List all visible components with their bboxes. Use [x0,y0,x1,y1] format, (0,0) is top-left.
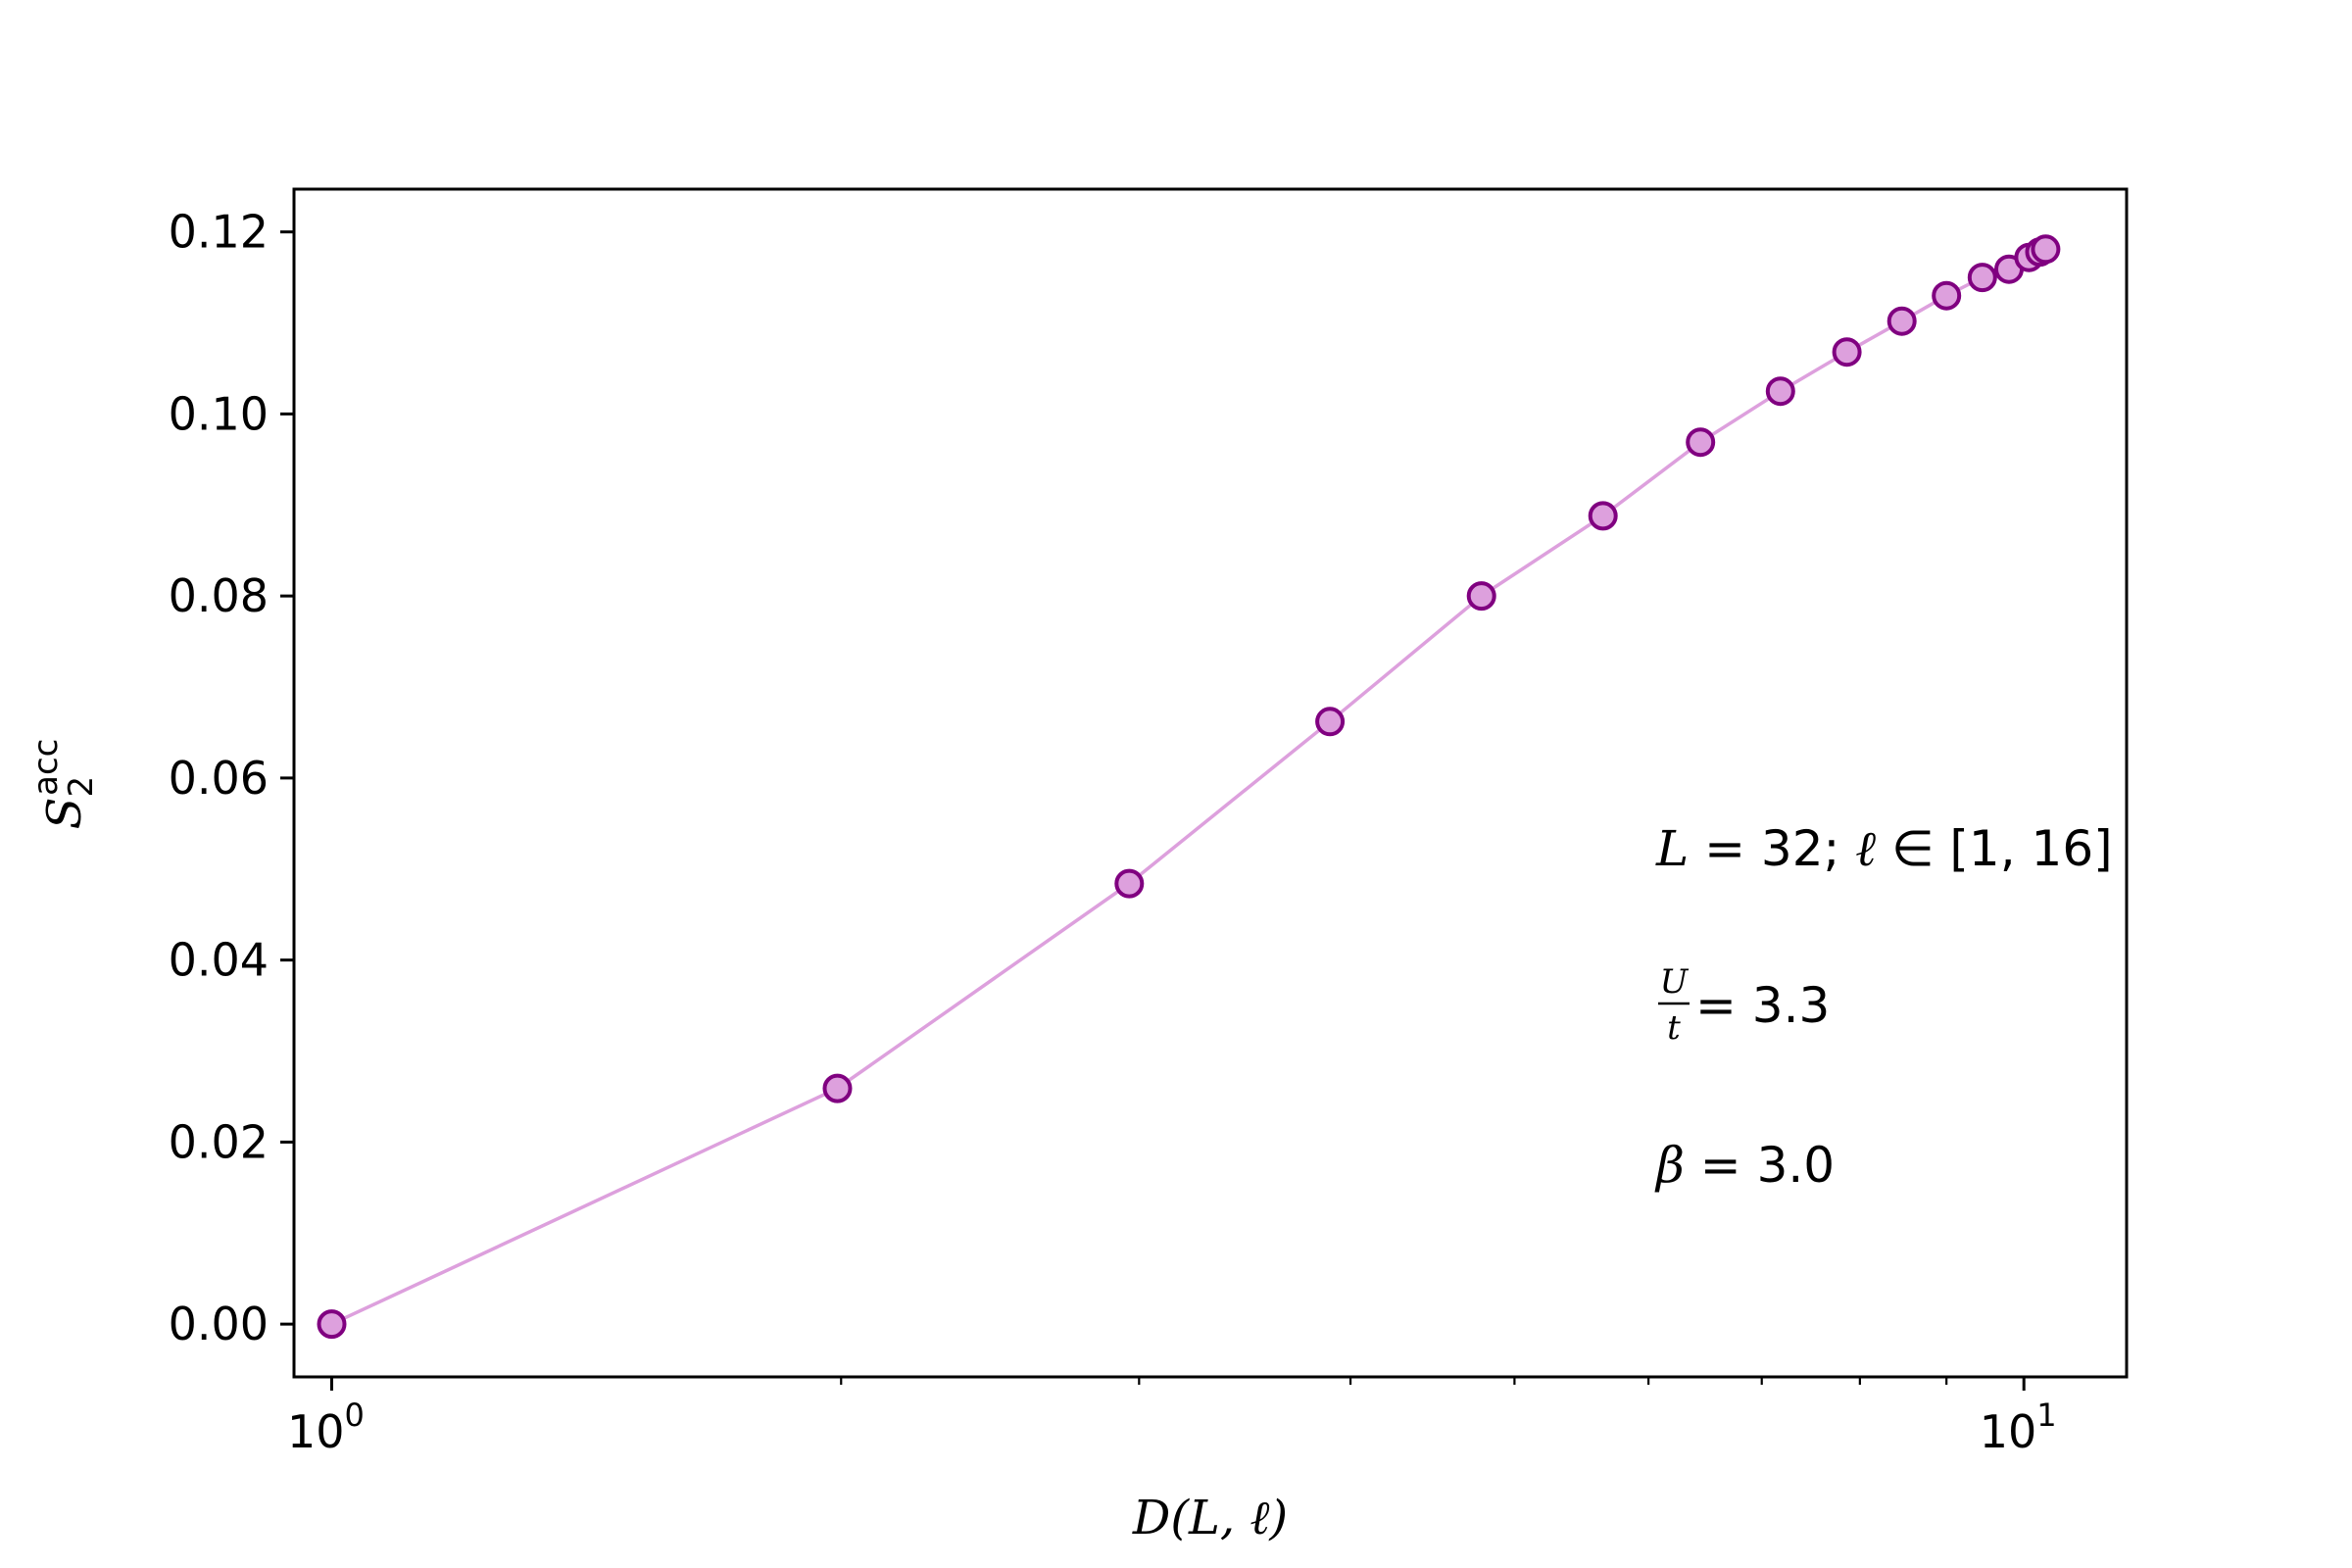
data-point [1932,280,1962,311]
annotation-ell-range: ∈ [1, 16] [1876,820,2113,877]
y-tick-label: 0.02 [169,1115,269,1168]
annotation-L-symbol: L [1655,820,1689,877]
annotation-block: L = 32; ℓ ∈ [1, 16] U t = 3.3 β = 3.0 [1654,820,2113,1194]
y-tick-label: 0.08 [169,569,269,622]
annotation-ratio-value: = 3.3 [1695,977,1830,1034]
annotation-ell-symbol: ℓ [1855,820,1876,877]
y-tick-label: 0.00 [169,1298,269,1350]
y-tick-label: 0.06 [169,752,269,805]
y-tick-label: 0.10 [169,387,269,440]
y-tick-label: 0.04 [169,934,269,987]
x-tick-label: 100 [287,1396,365,1458]
annotation-L-value: = 32; [1689,820,1855,877]
tick-layer: 0.00 0.02 0.04 0.06 0.08 0.10 0.12 100 101 [169,206,2057,1458]
data-point [1114,868,1145,899]
data-point [1315,707,1346,737]
annotation-system-size: L = 32; ℓ ∈ [1, 16] [1655,820,2113,877]
data-point [1466,581,1496,612]
data-point [1886,306,1917,336]
data-point [1832,337,1862,368]
data-point [1686,427,1716,458]
series-layer [317,234,2061,1340]
annotation-interaction-ratio: U t = 3.3 [1658,962,1830,1048]
x-tick-label: 101 [1980,1396,2057,1458]
annotation-beta-value: = 3.0 [1685,1137,1835,1194]
plot-area-frame [292,187,2129,1379]
annotation-fraction-numerator: U [1660,962,1690,1002]
y-axis-label-superscript: acc [26,739,66,796]
y-axis-label: S2acc [26,739,101,830]
x-axis-label-text: D(L, ℓ) [1132,1491,1288,1545]
x-axis-label: D(L, ℓ) [1132,1491,1288,1545]
data-point [1765,376,1795,407]
data-point [822,1073,853,1103]
y-axis-label-base: S [37,797,92,829]
annotation-beta: β = 3.0 [1654,1137,1835,1194]
y-tick-label: 0.12 [169,206,269,259]
y-axis-label-subscript: 2 [62,776,101,798]
svg-text:S2acc: S2acc [26,739,101,830]
data-point [1588,501,1618,531]
data-point [1967,263,1997,293]
data-point [2031,234,2061,265]
data-point [317,1309,347,1340]
annotation-fraction-denominator: t [1667,1008,1681,1048]
annotation-beta-symbol: β [1654,1137,1685,1194]
